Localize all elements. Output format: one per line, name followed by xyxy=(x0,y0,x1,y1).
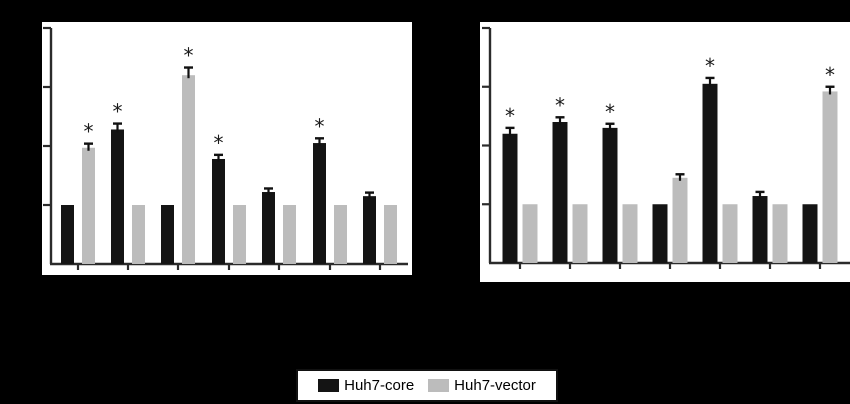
legend-item-core: Huh7-core xyxy=(318,377,414,394)
bar-core xyxy=(313,143,326,264)
panel-a-chart: * * * * * xyxy=(43,26,408,270)
bar-core xyxy=(502,133,518,263)
legend-label-vector: Huh7-vector xyxy=(454,377,536,394)
bar-core xyxy=(161,205,174,264)
significance-asterisk: * xyxy=(214,131,224,155)
legend-item-vector: Huh7-vector xyxy=(428,377,536,394)
significance-asterisk: * xyxy=(315,114,325,138)
significance-asterisk: * xyxy=(184,44,194,68)
legend-swatch-core-icon xyxy=(318,379,340,392)
bar-core xyxy=(61,205,74,264)
bar-vector xyxy=(182,75,195,264)
significance-asterisk: * xyxy=(705,54,715,78)
significance-asterisk: * xyxy=(825,63,835,87)
bar-core xyxy=(752,196,768,263)
panel-b-plot: * * * * * xyxy=(480,22,850,282)
bar-vector xyxy=(132,205,145,264)
significance-asterisk: * xyxy=(605,100,615,124)
bar-vector xyxy=(722,204,738,263)
bar-core xyxy=(652,204,668,263)
legend-label-core: Huh7-core xyxy=(344,377,415,394)
legend-swatch-vector-icon xyxy=(428,379,450,392)
bar-vector xyxy=(283,205,296,264)
bar-vector xyxy=(334,205,347,264)
bar-core xyxy=(802,204,818,263)
bar-core xyxy=(262,192,275,264)
panel-b-chart: * * * * * xyxy=(482,26,850,269)
significance-asterisk: * xyxy=(555,93,565,117)
bar-core xyxy=(552,122,568,263)
bar-core xyxy=(702,83,718,263)
significance-asterisk: * xyxy=(84,120,94,144)
bar-core xyxy=(212,158,225,264)
bar-vector xyxy=(822,91,838,263)
panel-a-plot: * * * * * xyxy=(42,22,412,275)
legend: Huh7-core Huh7-vector xyxy=(296,369,558,402)
bar-vector xyxy=(772,204,788,263)
bar-vector xyxy=(82,147,95,264)
bar-vector xyxy=(572,204,588,263)
bar-core xyxy=(363,196,376,264)
bar-vector xyxy=(622,204,638,263)
significance-asterisk: * xyxy=(113,100,123,124)
bar-core xyxy=(111,129,124,264)
bar-vector xyxy=(672,177,688,263)
bar-core xyxy=(602,127,618,263)
significance-asterisk: * xyxy=(505,104,515,128)
bar-vector xyxy=(384,205,397,264)
bar-vector xyxy=(522,204,538,263)
bar-vector xyxy=(233,205,246,264)
